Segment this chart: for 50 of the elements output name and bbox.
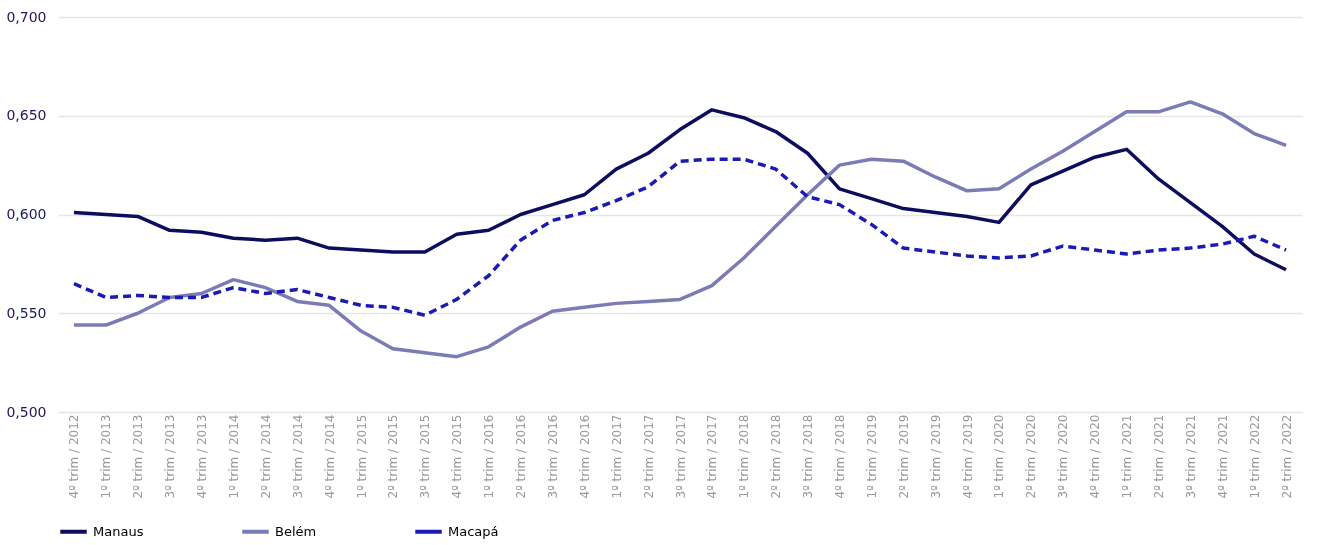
y-tick-label: 0,600 [6, 206, 47, 222]
x-tick-label: 4º trim / 2020 [1088, 414, 1103, 499]
x-tick-label: 2º trim / 2013 [131, 414, 146, 499]
x-tick-label: 2º trim / 2022 [1279, 414, 1294, 499]
x-tick-label: 3º trim / 2018 [801, 414, 816, 499]
x-tick-label: 3º trim / 2013 [163, 414, 178, 499]
x-tick-label: 2º trim / 2021 [1151, 414, 1166, 499]
line-series [72, 108, 1288, 272]
y-tick-label: 0,500 [6, 403, 47, 420]
x-tick-label: 4º trim / 2012 [67, 414, 82, 499]
x-tick-label: 1º trim / 2022 [1247, 414, 1262, 499]
x-tick-label: 4º trim / 2021 [1215, 414, 1230, 499]
legend-label: Manaus [93, 523, 144, 539]
x-tick-label: 1º trim / 2013 [99, 414, 114, 499]
x-tick-label: 2º trim / 2014 [258, 414, 273, 499]
x-tick-label: 3º trim / 2021 [1183, 414, 1198, 499]
x-tick-label: 2º trim / 2015 [386, 414, 401, 499]
x-tick-label: 4º trim / 2013 [195, 414, 210, 499]
x-tick-label: 1º trim / 2015 [354, 414, 369, 499]
x-tick-label: 1º trim / 2014 [226, 414, 241, 499]
x-tick-label: 1º trim / 2017 [609, 414, 624, 499]
x-tick-label: 4º trim / 2018 [832, 414, 847, 499]
x-tick-label: 3º trim / 2016 [545, 414, 560, 499]
x-tick-label: 2º trim / 2017 [641, 414, 656, 499]
x-tick-label: 2º trim / 2018 [769, 414, 784, 499]
x-tick-label: 1º trim / 2016 [482, 414, 497, 499]
x-tick-label: 4º trim / 2017 [705, 414, 720, 499]
x-tick-label: 2º trim / 2019 [896, 414, 911, 499]
legend-label: Belém [275, 523, 317, 539]
y-tick-label: 0,550 [6, 304, 47, 321]
legend-label: Macapá [448, 523, 499, 539]
x-tick-label: 2º trim / 2020 [1024, 414, 1039, 499]
x-tick-label: 1º trim / 2019 [864, 414, 879, 499]
x-tick-label: 4º trim / 2014 [322, 414, 337, 499]
y-tick-label: 0,700 [6, 8, 47, 25]
x-tick-label: 3º trim / 2015 [418, 414, 433, 499]
x-tick-label: 3º trim / 2019 [928, 414, 943, 499]
x-tick-label: 3º trim / 2014 [290, 414, 305, 499]
x-tick-label: 3º trim / 2017 [673, 414, 688, 499]
x-tick-label: 2º trim / 2016 [514, 414, 529, 499]
line-series [72, 100, 1288, 359]
line-series [72, 157, 1288, 317]
x-tick-label: 1º trim / 2021 [1120, 414, 1135, 499]
x-tick-label: 4º trim / 2015 [450, 414, 465, 499]
x-tick-label: 4º trim / 2019 [960, 414, 975, 499]
y-tick-label: 0,650 [6, 107, 47, 124]
x-tick-label: 1º trim / 2020 [992, 414, 1007, 499]
x-tick-label: 1º trim / 2018 [737, 414, 752, 499]
x-tick-label: 3º trim / 2020 [1056, 414, 1071, 499]
x-tick-label: 4º trim / 2016 [577, 414, 592, 499]
